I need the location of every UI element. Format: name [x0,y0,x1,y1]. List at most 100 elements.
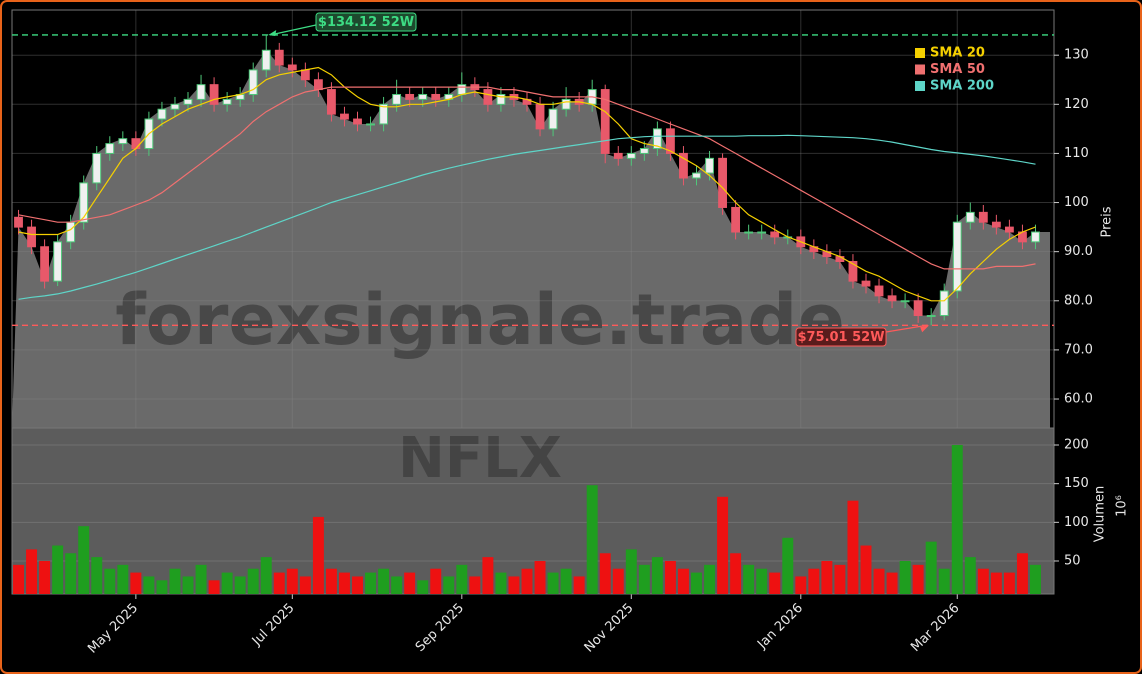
volume-bar [925,541,937,594]
candle-body [483,89,493,105]
volume-bar [1016,553,1028,594]
volume-bar [547,572,559,594]
volume-bar [91,557,103,594]
candle-body [561,98,571,110]
low-annotation-box [795,327,887,347]
volume-bar [873,568,885,594]
volume-bar [1030,564,1041,594]
legend-label: SMA 200 [930,79,994,94]
candle-body [718,157,727,208]
candle-body [196,84,206,100]
candle-body [965,211,975,223]
volume-bar [990,572,1002,594]
sma-line [18,86,1036,270]
volume-bar [325,568,337,594]
volume-bar [312,516,324,594]
volume-bar [495,572,507,594]
volume-bar [104,568,116,594]
candle-body [1004,226,1014,233]
volume-bar [743,564,755,594]
y-tick-label: 80.0 [1064,293,1093,308]
volume-bar [651,557,663,594]
volume-bar [130,572,142,594]
volume-bar [834,564,846,594]
volume-bar [443,576,455,594]
y-tick-label: 130 [1064,48,1089,63]
volume-panel [11,427,1055,595]
volume-bar [195,564,207,594]
volume-bar [234,576,246,594]
volume-bar [625,549,637,594]
candle-body [14,216,23,228]
candle-body [418,93,428,100]
y-tick-label: 50 [1064,553,1081,568]
volume-bar [65,553,77,594]
volume-bar [39,560,51,594]
volume-bar [169,568,181,594]
volume-bar [26,549,38,594]
volume-bar [299,576,311,594]
candle-body [248,69,258,95]
volume-bar [534,560,546,594]
candle-body [666,128,675,154]
y-axis-label: Preis [1100,206,1115,237]
candle-body [431,93,441,100]
candle-body [274,49,284,66]
candle-body [66,221,76,243]
candle-body [913,300,923,317]
volume-bar [378,568,390,594]
volume-bar [182,576,194,594]
candle-body [900,300,910,303]
candle-body [105,143,115,154]
y-tick-label: 90.0 [1064,244,1093,259]
candle-body [261,49,271,71]
candle-body [757,231,767,234]
legend-swatch [915,64,925,75]
candle-body [496,93,506,105]
volume-bar [482,557,494,594]
volume-bar [860,545,872,594]
candle-body [300,69,310,81]
sma-line [18,66,1036,302]
candle-body [222,98,232,105]
volume-bar [521,568,533,594]
volume-bar [430,568,442,594]
candle-body [131,138,141,150]
volume-bar [391,576,403,594]
watermark: NFLX [398,426,562,491]
candle-body [118,138,128,145]
candle-body [79,182,89,223]
y-tick-label: 110 [1064,146,1089,161]
candle-body [287,64,297,71]
volume-bar [886,572,898,594]
candle-body [535,103,545,130]
low-annotation: $75.01 52W [797,330,884,345]
y-tick-label: 100 [1064,515,1089,530]
candle-body [1031,231,1040,243]
volume-bar [1003,572,1015,594]
volume-bar [717,496,729,594]
high-annotation: $134.12 52W [318,15,414,30]
y-axis-label: Volumen [1093,486,1108,543]
volume-bar [117,564,129,594]
volume-bar [899,560,911,594]
candle-body [744,231,754,234]
volume-bar [938,568,950,594]
y-tick-label: 70.0 [1064,342,1093,357]
volume-bar [795,576,807,594]
candle-body [457,84,467,95]
legend-label: SMA 20 [930,46,985,61]
volume-bar [664,560,676,594]
candle-body [183,98,193,105]
candle-body [952,221,962,292]
candle-body [991,221,1001,228]
volume-bar [808,568,820,594]
candle-body [639,148,649,154]
candle-body [926,315,936,318]
volume-bar [456,564,468,594]
candle-body [978,211,988,223]
legend-swatch [915,48,925,58]
volume-bar [365,572,377,594]
volume-bar [730,553,742,594]
volume-bar [52,545,64,594]
